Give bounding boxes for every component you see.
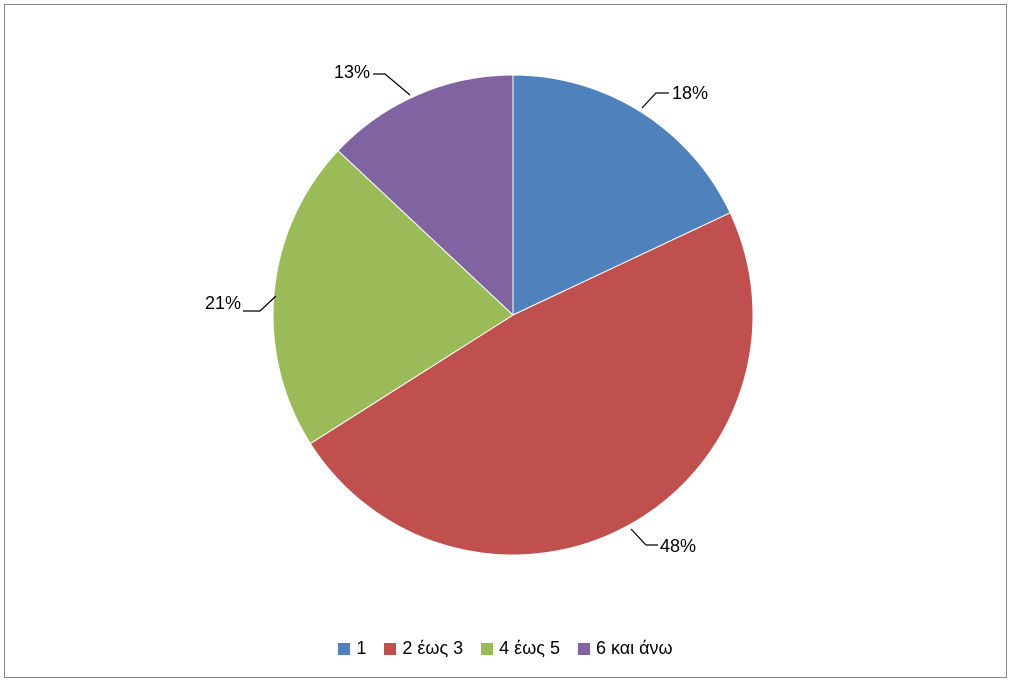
- legend-swatch-4: [577, 642, 590, 655]
- legend-swatch-3: [481, 642, 494, 655]
- pie-slice-1: [512, 74, 731, 316]
- leader-line-4: [373, 73, 411, 96]
- legend-item-4: 6 και άνω: [577, 638, 673, 659]
- legend-item-1: 1: [338, 638, 366, 659]
- data-label-3: 21%: [205, 293, 241, 313]
- legend-label-4: 6 και άνω: [595, 638, 673, 658]
- chart-legend: 1 2 έως 3 4 έως 5 6 και άνω: [0, 638, 1011, 659]
- data-label-4: 13%: [334, 62, 370, 82]
- pie-slice-4: [337, 74, 514, 317]
- data-label-2: 48%: [660, 536, 696, 556]
- pie-slice-3: [272, 150, 514, 445]
- legend-swatch-1: [338, 642, 351, 655]
- legend-item-3: 4 έως 5: [481, 638, 560, 659]
- pie-slice-2: [309, 212, 754, 556]
- leader-line-1: [641, 92, 669, 109]
- legend-item-2: 2 έως 3: [384, 638, 463, 659]
- legend-label-3: 4 έως 5: [499, 638, 560, 658]
- data-label-1: 18%: [672, 83, 708, 103]
- legend-label-2: 2 έως 3: [402, 638, 464, 658]
- leader-line-2: [630, 528, 658, 546]
- leader-line-3: [243, 295, 277, 312]
- legend-label-1: 1: [356, 638, 367, 658]
- legend-swatch-2: [384, 642, 397, 655]
